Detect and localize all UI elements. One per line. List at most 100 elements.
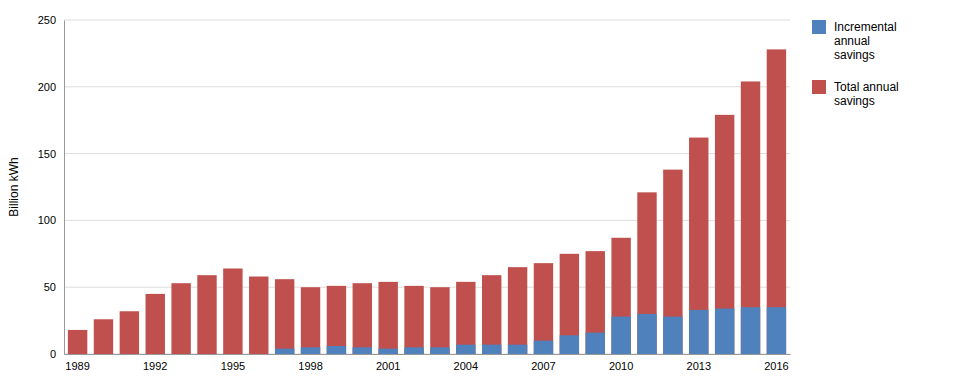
- tick-label: 1992: [143, 360, 167, 372]
- bar: [430, 287, 449, 354]
- tick: 150: [38, 148, 56, 160]
- chart: 0 50 100 150 200 250 1989 1992 1995 1998 2001 2004 2…: [0, 0, 960, 390]
- legend-label-line: annual: [834, 34, 870, 48]
- legend-item: Total annualsavings: [812, 80, 899, 108]
- bar: [560, 335, 579, 354]
- tick: 2016: [764, 360, 788, 372]
- bar: [611, 317, 630, 354]
- bar: [663, 317, 682, 354]
- bar: [301, 287, 320, 354]
- legend-swatch: [812, 20, 826, 34]
- tick-label: 2013: [687, 360, 711, 372]
- bar: [223, 268, 242, 354]
- tick: 100: [38, 214, 56, 226]
- bar: [586, 333, 605, 354]
- legend-item: Incrementalannualsavings: [812, 20, 897, 62]
- grid-line: [64, 86, 790, 87]
- bar: [534, 263, 553, 354]
- bar: [767, 307, 786, 354]
- bar: [534, 341, 553, 354]
- tick-label: 100: [38, 214, 56, 226]
- tick-label: 1998: [298, 360, 322, 372]
- tick: 2010: [609, 360, 633, 372]
- bar: [146, 354, 165, 355]
- series: [275, 307, 786, 354]
- bar: [586, 251, 605, 354]
- bar: [508, 345, 527, 354]
- tick: 1992: [143, 360, 167, 372]
- legend-label-line: savings: [834, 48, 875, 62]
- tick-label: 0: [50, 348, 56, 360]
- bar: [456, 345, 475, 354]
- bar: [611, 238, 630, 354]
- tick-label: 2010: [609, 360, 633, 372]
- bar: [275, 279, 294, 354]
- legend-label-line: savings: [834, 94, 875, 108]
- bar: [171, 283, 190, 354]
- bar: [560, 254, 579, 354]
- bar: [378, 349, 397, 354]
- bar: [120, 311, 139, 354]
- bar: [508, 267, 527, 354]
- tick: 200: [38, 81, 56, 93]
- bar: [689, 138, 708, 354]
- bar: [171, 354, 190, 355]
- legend-swatch: [812, 80, 826, 94]
- bars: [68, 49, 786, 354]
- bar: [120, 354, 139, 355]
- bar: [404, 347, 423, 354]
- grid-line: [64, 20, 790, 21]
- tick-label: 1995: [221, 360, 245, 372]
- bar: [715, 115, 734, 354]
- tick: 1995: [221, 360, 245, 372]
- tick: 1998: [298, 360, 322, 372]
- bar: [94, 354, 113, 355]
- bar: [327, 346, 346, 354]
- tick: 0: [50, 348, 56, 360]
- series: [68, 49, 786, 354]
- axis-line: [64, 21, 65, 355]
- tick-label: 200: [38, 81, 56, 93]
- tick-label: 250: [38, 14, 56, 26]
- bar: [327, 286, 346, 354]
- tick-label: 150: [38, 148, 56, 160]
- y-axis: 0 50 100 150 200 250: [38, 14, 65, 360]
- bar: [689, 310, 708, 354]
- tick: 250: [38, 14, 56, 26]
- legend-label: Incrementalannualsavings: [834, 20, 897, 62]
- tick: 50: [44, 281, 56, 293]
- bar: [249, 277, 268, 354]
- bar: [767, 49, 786, 354]
- tick: 2004: [454, 360, 478, 372]
- bar: [197, 354, 216, 355]
- grid-line: [64, 153, 790, 154]
- bar: [378, 282, 397, 354]
- bar: [741, 81, 760, 354]
- bar: [68, 330, 87, 354]
- bar: [430, 347, 449, 354]
- tick-label: 2016: [764, 360, 788, 372]
- bar: [223, 354, 242, 355]
- x-axis: 1989 1992 1995 1998 2001 2004 2007 2010 2013 2016: [65, 355, 791, 372]
- legend: IncrementalannualsavingsTotal annualsavi…: [812, 20, 899, 108]
- axis-line: [65, 354, 791, 355]
- tick-label: 1989: [65, 360, 89, 372]
- tick-label: 50: [44, 281, 56, 293]
- bar: [301, 347, 320, 354]
- bar: [68, 354, 87, 355]
- tick-label: 2007: [531, 360, 555, 372]
- bar: [404, 286, 423, 354]
- bar: [146, 294, 165, 354]
- tick: 2001: [376, 360, 400, 372]
- legend-label-line: Incremental: [834, 20, 897, 34]
- bar: [637, 192, 656, 354]
- y-axis-title: Billion kWh: [7, 157, 21, 216]
- tick: 2007: [531, 360, 555, 372]
- bar: [353, 347, 372, 354]
- bar: [637, 314, 656, 354]
- legend-label-line: Total annual: [834, 80, 899, 94]
- tick-label: 2004: [454, 360, 478, 372]
- bar: [275, 349, 294, 354]
- tick-label: 2001: [376, 360, 400, 372]
- bar: [715, 309, 734, 354]
